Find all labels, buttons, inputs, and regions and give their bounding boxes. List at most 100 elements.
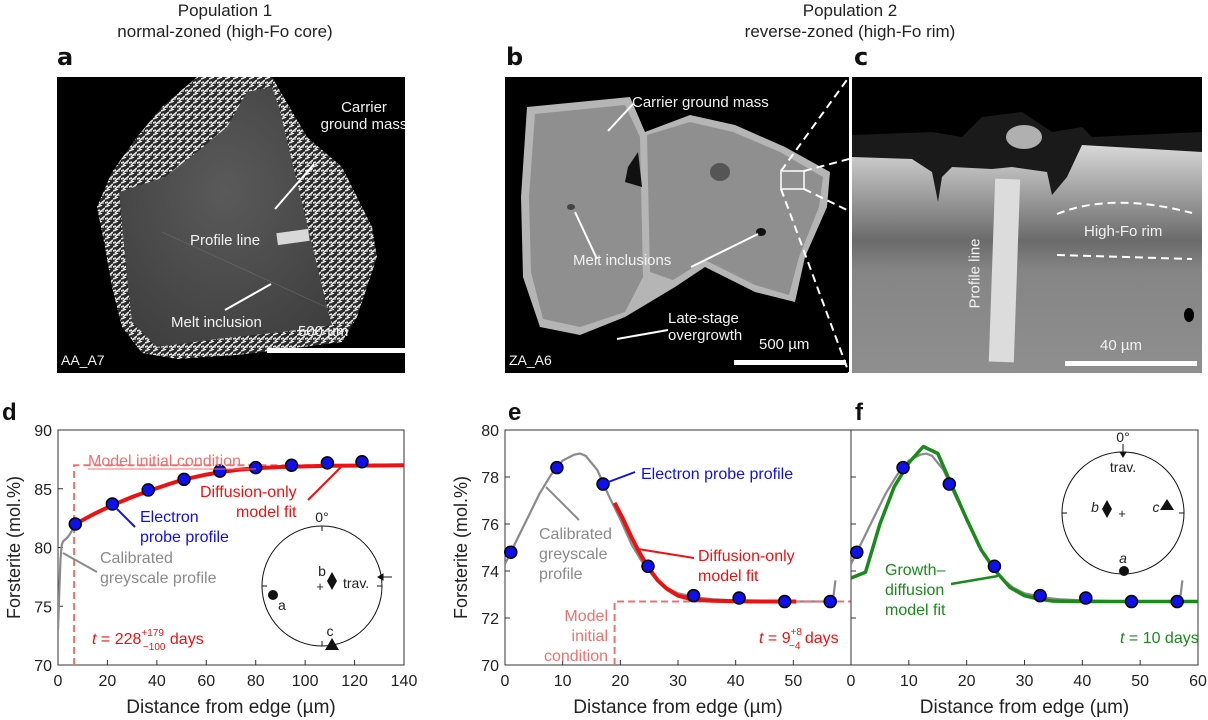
epma-point-e (732, 591, 746, 605)
epma-point-d (213, 464, 227, 478)
leader-epma-e (602, 471, 636, 485)
profile-line-marker-a (276, 228, 310, 246)
x-tick-label-d: 140 (391, 673, 418, 690)
crystal-a-drawing (97, 77, 405, 359)
x-tick-label-f: 0 (847, 673, 856, 690)
crack-a (161, 231, 338, 313)
annotation-greyscale-d-2: greyscale profile (100, 570, 217, 587)
stereonet-c-label-d: c (327, 623, 334, 639)
y-tick-label-d: 75 (34, 599, 52, 616)
epma-point-f (1124, 594, 1139, 609)
time-label-d: t = 228+179 −100 days (92, 628, 204, 653)
stereonet-zero-label-d: 0° (315, 509, 328, 525)
stereonet-b-diamond-f (1102, 500, 1112, 518)
melt-inclusion-label-a: Melt inclusion (171, 314, 262, 331)
x-tick-label-d: 120 (341, 673, 368, 690)
olivine-crystal-b-right (647, 122, 823, 295)
rim-zoom-drawing (852, 112, 1202, 373)
olivine-rim-c (852, 145, 1202, 373)
zoom-line-b-4 (780, 188, 849, 373)
epma-point-d (141, 483, 155, 497)
panel-c-image: Profile line High-Fo rim 40 µm (852, 77, 1202, 373)
sample-id-a: AA_A7 (61, 352, 105, 368)
stereonet-center-f: + (1118, 506, 1126, 521)
x-tick-label-d: 60 (197, 673, 215, 690)
scale-bar-label-b: 500 µm (759, 336, 810, 353)
epma-point-e (777, 594, 792, 609)
x-tick-label-d: 20 (99, 673, 117, 690)
melt-leader-b-2 (690, 233, 759, 268)
epma-point-f (1079, 591, 1093, 605)
stereonet-f: 0° trav. + b c a (1061, 429, 1185, 576)
zoom-line-b-1 (780, 77, 849, 172)
population-2-subtitle: reverse-zoned (high-Fo rim) (744, 22, 956, 41)
annotation-diffusion-e-1: Diffusion-only (698, 548, 795, 565)
high-fo-rim-label: High-Fo rim (1084, 223, 1163, 240)
panel-letter-e: e (508, 399, 521, 426)
panel-letter-c: c (854, 43, 869, 71)
crystal-b-drawing (521, 77, 849, 373)
y-tick-label-d: 90 (34, 423, 52, 440)
y-axis-label-d: Forsterite (mol.%) (4, 476, 24, 619)
annotation-growth-f-2: diffusion (885, 582, 944, 599)
stereonet-a-circle-d (268, 590, 278, 600)
y-tick-label-e: 72 (481, 611, 499, 628)
population-2-header: Population 2 reverse-zoned (high-Fo rim) (715, 0, 985, 42)
groundmass-c (852, 112, 1202, 202)
stereonet-zero-label-f: 0° (1116, 429, 1129, 445)
panel-a-image: Carrier ground mass Profile line Melt inc… (57, 77, 405, 373)
series-greyscale-d (58, 523, 77, 630)
annotation-greyscale-e-2: greyscale (539, 546, 608, 563)
leader-diffusion-d (307, 465, 343, 501)
x-tick-label-e: 20 (611, 673, 629, 690)
zoom-line-b-3 (803, 188, 849, 212)
panel-b-image: Carrier ground mass Melt inclusions Late… (505, 77, 849, 373)
leader-greyscale-d (62, 552, 98, 573)
annotation-epma-e: Electron probe profile (641, 466, 793, 483)
stereonet-center-d: + (316, 579, 324, 594)
x-axis-label-d: Distance from edge (µm) (126, 697, 335, 718)
chart-panel-d: d 70 75 80 85 90 0 20 40 60 80 100 120 140 Distance fr… (2, 399, 417, 718)
annotation-initial-e-3: condition (544, 648, 608, 665)
x-tick-label-d: 0 (54, 673, 63, 690)
chart-panel-f: f 0 10 20 30 40 50 60 Distance from edge (µm) Gro… (847, 399, 1207, 718)
x-tick-label-d: 80 (247, 673, 265, 690)
x-tick-label-e: 50 (784, 673, 802, 690)
stereonet-a-label-d: a (278, 597, 286, 613)
annotation-epma-d-2: probe profile (140, 529, 229, 546)
epma-point-f (1170, 594, 1184, 609)
epma-point-f (942, 477, 957, 491)
scale-bar-label-a: 500 µm (298, 323, 349, 340)
x-tick-label-f: 30 (1016, 673, 1034, 690)
x-tick-label-f: 20 (958, 673, 976, 690)
annotation-initial-e-2: initial (572, 628, 608, 645)
stereonet-trav-arrow-d (377, 573, 392, 581)
series-growth-f (851, 444, 1198, 604)
x-axis-label-e: Distance from edge (µm) (573, 697, 782, 718)
y-tick-label-d: 85 (34, 482, 52, 499)
x-tick-label-d: 40 (148, 673, 166, 690)
population-1-header: Population 1 normal-zoned (high-Fo core) (95, 0, 355, 42)
scale-bar-label-c: 40 µm (1100, 337, 1142, 354)
y-tick-label-e: 80 (481, 423, 499, 440)
epma-point-f (987, 559, 1002, 574)
epma-point-d (68, 517, 83, 531)
annotation-diffusion-d-2: model fit (236, 504, 297, 521)
rim-boundary-upper (1056, 201, 1193, 215)
x-tick-label-f: 50 (1131, 673, 1149, 690)
panel-letter-f: f (855, 399, 864, 426)
inclusion-dark-b (710, 163, 730, 181)
annotation-diffusion-e-2: model fit (698, 568, 759, 585)
y-tick-label-d: 70 (34, 658, 52, 675)
y-tick-label-e: 70 (481, 658, 499, 675)
leader-growth-f (950, 574, 999, 586)
melt-inclusion-b-2 (756, 228, 766, 236)
leader-epma-d (111, 503, 136, 528)
rim-boundary-lower (1056, 254, 1193, 260)
leader-diffusion-e (637, 548, 695, 559)
epma-point-e (641, 559, 655, 574)
carrier-label-a: Carrier ground mass (320, 99, 405, 133)
annotation-initial-condition-d: Model initial condition (88, 453, 241, 470)
